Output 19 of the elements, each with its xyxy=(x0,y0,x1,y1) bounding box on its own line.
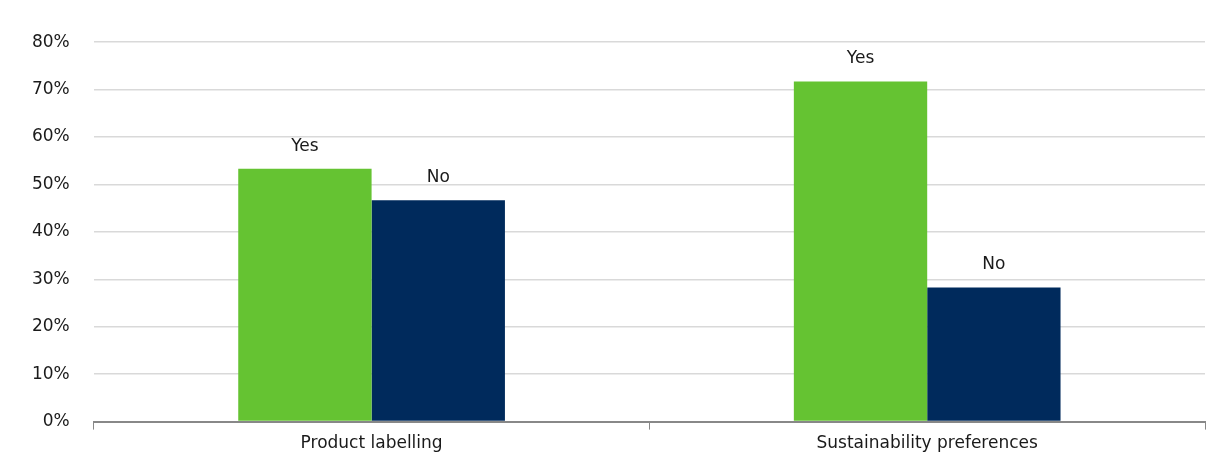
y-tick-label: 0% xyxy=(42,410,70,431)
x-tick-label: Product labelling xyxy=(300,432,443,453)
x-tick-label: Sustainability preferences xyxy=(816,432,1038,453)
y-tick-label: 30% xyxy=(31,267,70,288)
series-label: No xyxy=(426,166,450,187)
bar xyxy=(238,168,372,421)
bar xyxy=(927,287,1061,421)
y-tick-label: 60% xyxy=(31,125,70,146)
text: Yes xyxy=(291,134,319,155)
series-label: Yes xyxy=(845,47,875,68)
y-tick-label: 70% xyxy=(31,78,70,99)
y-tick-label: 20% xyxy=(31,315,70,336)
y-tick-label: 40% xyxy=(31,220,70,241)
text: No xyxy=(982,253,1006,274)
bar xyxy=(793,81,928,421)
y-tick-label: 80% xyxy=(31,30,70,51)
bar xyxy=(371,200,505,421)
y-tick-label: 50% xyxy=(31,172,70,193)
y-tick-label: 10% xyxy=(31,362,70,383)
